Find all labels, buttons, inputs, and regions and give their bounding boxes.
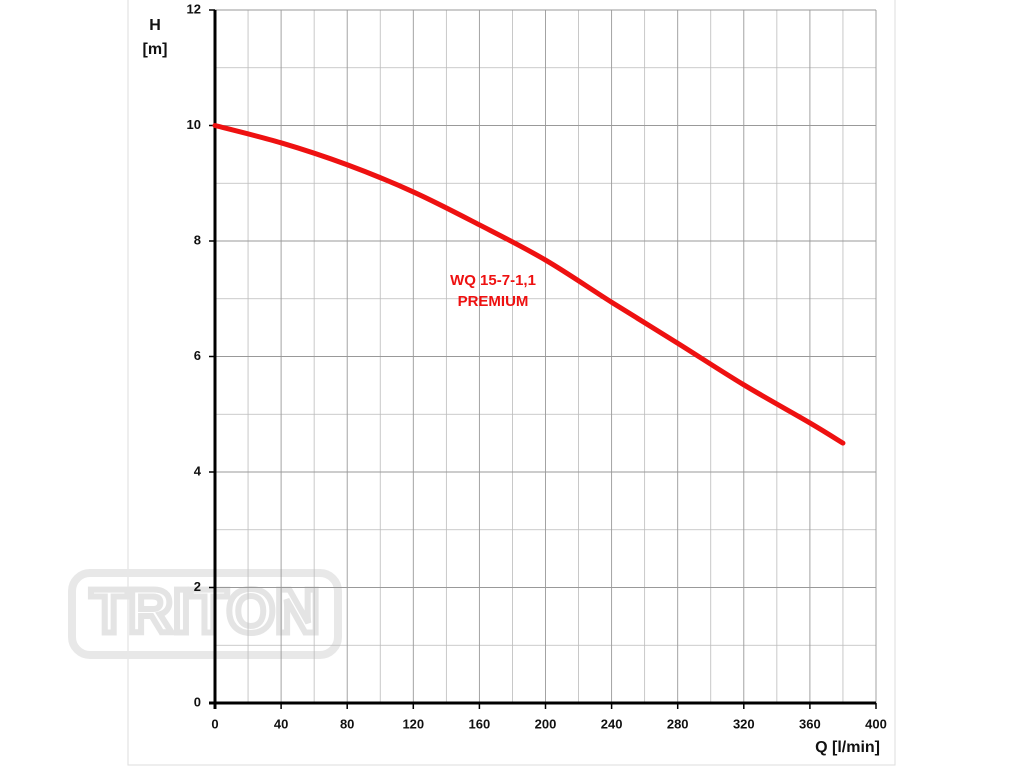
x-tick-label: 80 <box>340 716 354 731</box>
x-tick-label: 240 <box>601 716 623 731</box>
y-tick-label: 10 <box>187 117 201 132</box>
watermark-group: TRITON <box>68 569 342 659</box>
x-tick-label: 120 <box>402 716 424 731</box>
y-tick-label: 0 <box>194 694 201 709</box>
y-tick-label: 2 <box>194 579 201 594</box>
x-tick-label: 200 <box>535 716 557 731</box>
curve-label: WQ 15-7-1,1 <box>450 272 536 289</box>
x-axis-label: Q [l/min] <box>815 739 880 756</box>
curve <box>212 123 846 446</box>
y-tick-label: 6 <box>194 348 201 363</box>
frame <box>127 0 896 766</box>
y-axis-label: H <box>149 17 161 34</box>
x-tick-label: 400 <box>865 716 887 731</box>
x-tick-label: 40 <box>274 716 288 731</box>
x-tick-label: 360 <box>799 716 821 731</box>
y-axis-label: [m] <box>143 41 168 58</box>
curve-label: PREMIUM <box>458 293 529 310</box>
x-tick-label: 0 <box>211 716 218 731</box>
y-tick-label: 12 <box>187 1 201 16</box>
y-tick-label: 4 <box>194 463 202 478</box>
y-tick-label: 8 <box>194 232 201 247</box>
x-tick-label: 280 <box>667 716 689 731</box>
x-tick-label: 160 <box>469 716 491 731</box>
watermark: TRITON <box>90 577 320 646</box>
x-tick-label: 320 <box>733 716 755 731</box>
watermark-box <box>68 569 342 659</box>
